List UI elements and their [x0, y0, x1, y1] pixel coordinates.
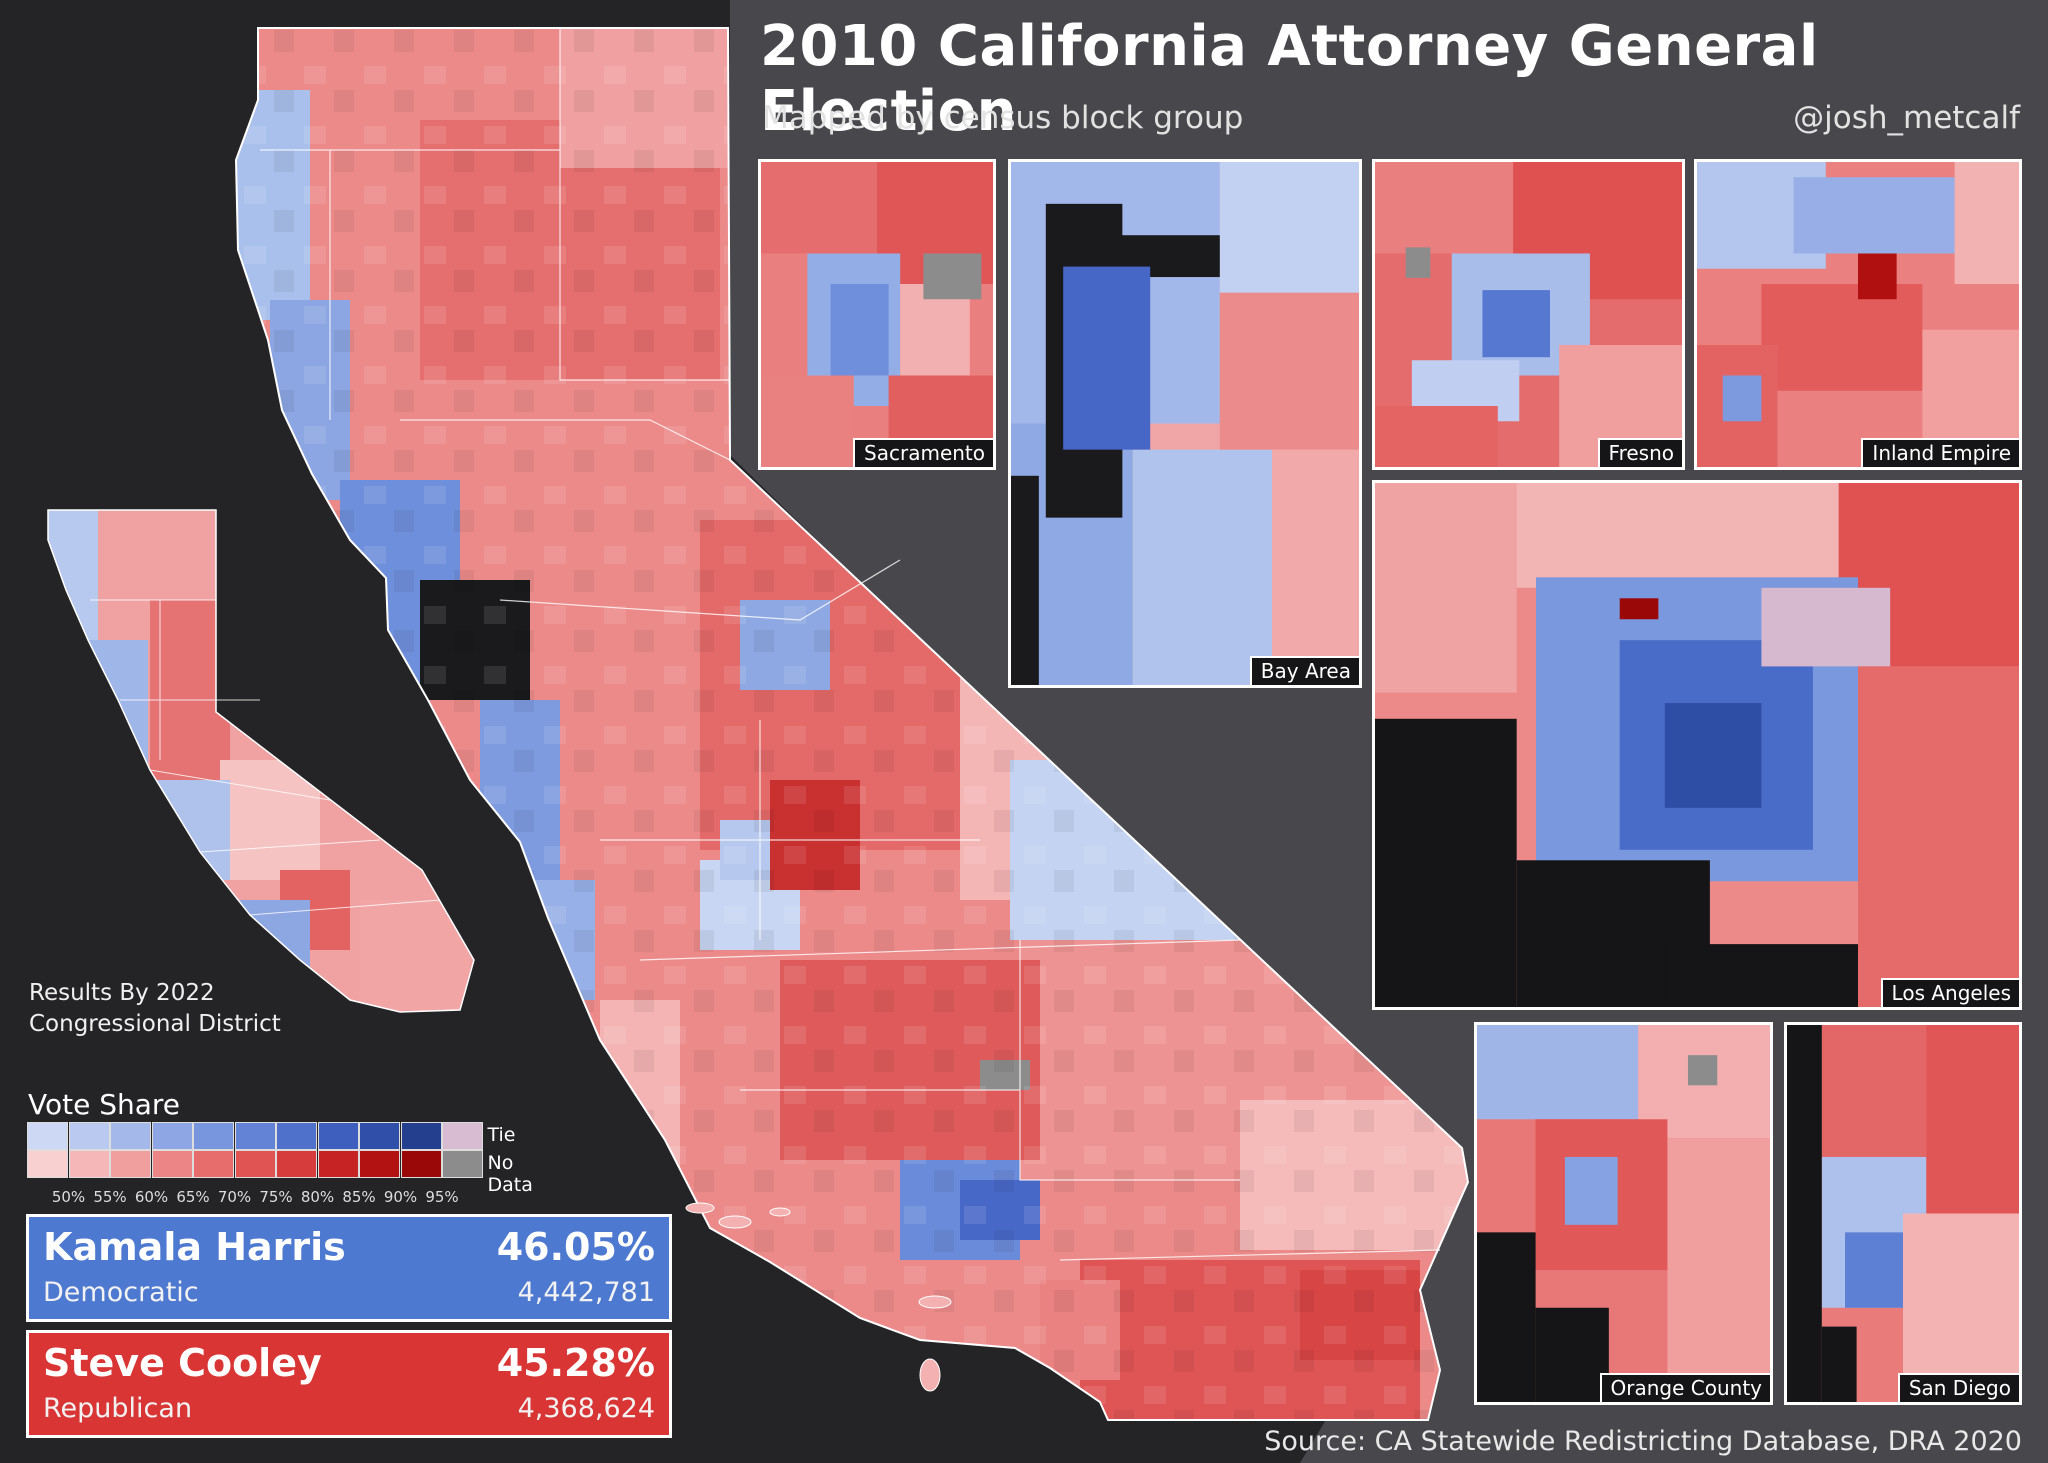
legend-swatch-dem	[193, 1122, 234, 1150]
candidate-party: Democratic	[43, 1277, 199, 1308]
legend-tick-label: 95%	[425, 1188, 459, 1206]
legend-swatch-no-data	[442, 1150, 483, 1178]
legend-tick-label: 75%	[259, 1188, 293, 1206]
candidate-box-cooley: Steve Cooley 45.28% Republican 4,368,624	[26, 1330, 672, 1438]
candidate-name: Steve Cooley	[43, 1341, 322, 1385]
inset-orange-county: Orange County	[1474, 1022, 1773, 1405]
candidate-party: Republican	[43, 1393, 193, 1424]
page-subtitle: Mapped by census block group	[762, 100, 1244, 136]
congressional-district-borders	[90, 599, 441, 916]
legend-tick-label: 55%	[93, 1188, 127, 1206]
inset-fresno: Fresno	[1372, 159, 1685, 470]
legend-swatch-rep	[110, 1150, 151, 1178]
legend-tick-label: 80%	[300, 1188, 335, 1206]
county-borders	[260, 28, 1441, 1261]
legend-swatch-dem	[27, 1122, 68, 1150]
inset-label-los-angeles: Los Angeles	[1880, 978, 2019, 1007]
district-note-line-1: Results By 2022	[29, 980, 215, 1006]
channel-islands	[685, 1202, 952, 1392]
legend-tick-label: 70%	[217, 1188, 252, 1206]
legend-tick-label: 90%	[383, 1188, 418, 1206]
california-outline	[234, 27, 1470, 1421]
legend-tick-label: 65%	[176, 1188, 210, 1206]
legend-swatch-dem	[359, 1122, 400, 1150]
candidate-box-harris: Kamala Harris 46.05% Democratic 4,442,78…	[26, 1214, 672, 1322]
legend-swatch-tie	[442, 1122, 483, 1150]
candidate-percent: 45.28%	[496, 1341, 655, 1385]
inset-label-inland-empire: Inland Empire	[1861, 438, 2019, 467]
legend-title: Vote Share	[28, 1088, 181, 1121]
legend-tick-label: 50%	[51, 1188, 86, 1206]
inset-inland-empire-map	[1697, 162, 2019, 467]
inset-san-diego: San Diego	[1784, 1022, 2022, 1405]
candidate-votes: 4,368,624	[517, 1393, 655, 1424]
inset-orange-county-map	[1477, 1025, 1770, 1402]
inset-label-san-diego: San Diego	[1897, 1373, 2019, 1402]
legend-swatch-dem	[151, 1122, 193, 1150]
inset-sacramento: Sacramento	[758, 159, 996, 470]
inset-label-sacramento: Sacramento	[853, 438, 993, 467]
source-credit: Source: CA Statewide Redistricting Datab…	[1264, 1426, 2022, 1457]
district-map-note: Results By 2022 Congressional District	[29, 978, 281, 1040]
legend-swatch-rep	[276, 1150, 317, 1178]
inset-los-angeles-map	[1375, 483, 2019, 1007]
inset-los-angeles: Los Angeles	[1372, 480, 2022, 1010]
author-handle: @josh_metcalf	[1793, 100, 2020, 136]
legend-swatch-rep	[68, 1150, 110, 1178]
inset-fresno-map	[1375, 162, 1682, 467]
legend-swatch-rep	[234, 1150, 276, 1178]
inset-inland-empire: Inland Empire	[1694, 159, 2022, 470]
inset-bay-area: Bay Area	[1008, 159, 1362, 688]
legend-label-no-data: No Data	[487, 1152, 533, 1196]
legend-tick-label: 60%	[134, 1188, 169, 1206]
candidate-votes: 4,442,781	[517, 1277, 655, 1308]
candidate-percent: 46.05%	[496, 1225, 655, 1269]
inset-san-diego-map	[1787, 1025, 2019, 1402]
legend-swatch-dem	[400, 1122, 442, 1150]
congressional-district-outline	[47, 509, 475, 1013]
inset-sacramento-map	[761, 162, 993, 467]
candidate-name: Kamala Harris	[43, 1225, 346, 1269]
inset-label-orange-county: Orange County	[1599, 1373, 1770, 1402]
legend-tick-label: 85%	[342, 1188, 376, 1206]
legend-swatch-dem	[68, 1122, 110, 1150]
page-title: 2010 California Attorney General Electio…	[760, 14, 1819, 144]
legend-swatch-dem	[276, 1122, 317, 1150]
legend-swatch-rep	[151, 1150, 193, 1178]
legend-swatch-rep	[359, 1150, 400, 1178]
legend-swatch-rep	[400, 1150, 442, 1178]
inset-label-bay-area: Bay Area	[1249, 656, 1359, 685]
inset-label-fresno: Fresno	[1597, 438, 1682, 467]
legend-swatch-dem	[317, 1122, 359, 1150]
legend-swatch-rep	[317, 1150, 359, 1178]
legend-label-tie: Tie	[487, 1124, 516, 1146]
inset-bay-area-map	[1011, 162, 1359, 685]
district-note-line-2: Congressional District	[29, 1011, 281, 1037]
legend-swatch-rep	[193, 1150, 234, 1178]
legend-swatch-dem	[234, 1122, 276, 1150]
legend-swatch-dem	[110, 1122, 151, 1150]
legend-swatch-rep	[27, 1150, 68, 1178]
